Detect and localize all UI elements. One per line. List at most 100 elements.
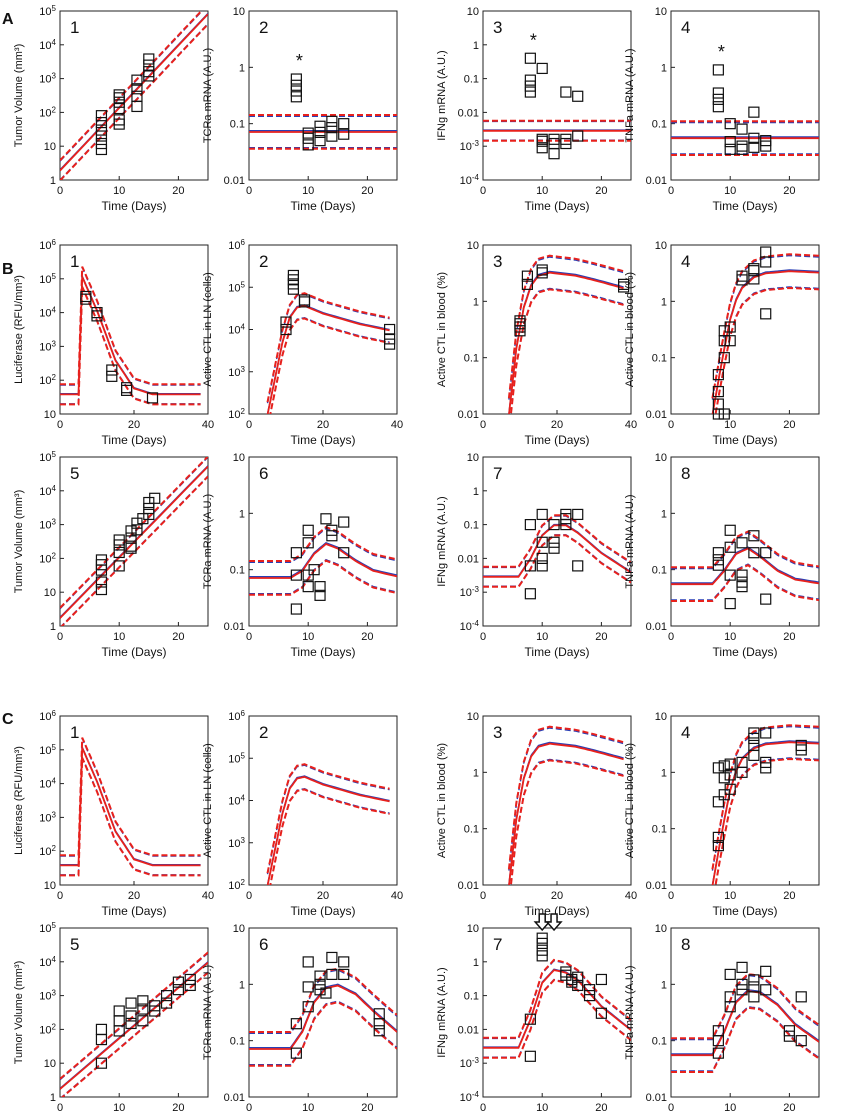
panel-number: 1	[70, 252, 79, 271]
data-point	[338, 118, 350, 130]
upper-bound-line	[249, 525, 397, 562]
data-point	[524, 74, 536, 86]
data-point	[724, 569, 736, 581]
data-point	[95, 110, 108, 122]
y-tick-label: 1	[661, 62, 667, 74]
chart-panel-A4: 0.01 0.1 1 10 0 10 20 Time (Days) TNFa mRNA (A.U…	[624, 6, 820, 213]
x-tick-label: 10	[724, 631, 736, 643]
data-point	[712, 385, 724, 398]
upper-bound-alt	[508, 727, 624, 871]
data-point	[760, 547, 772, 559]
data-point	[290, 85, 302, 97]
y-tick-label: 1	[661, 508, 667, 520]
data-point	[91, 310, 103, 322]
x-tick-label: 40	[391, 890, 403, 902]
y-axis-label: TCRa mRNA (A.U.)	[202, 494, 214, 589]
data-point	[748, 727, 760, 739]
data-point	[125, 525, 137, 537]
y-tick-label: 105	[39, 272, 56, 286]
curve-group	[483, 119, 631, 142]
panel-number: 4	[681, 723, 690, 742]
y-tick-label: 103	[39, 989, 56, 1003]
x-tick-label: 40	[625, 419, 637, 431]
data-point	[748, 141, 760, 153]
x-axis-label: Time (Days)	[713, 645, 778, 659]
lower-bound-line	[269, 788, 390, 885]
curve-group	[711, 724, 819, 885]
chart-panel-A3: 10-4 10-3 0.01 0.1 1 10 0 10 20 Time (Days) IFNg m…	[436, 6, 632, 213]
data-point	[536, 560, 548, 572]
data-point	[724, 597, 736, 610]
data-point	[795, 1035, 807, 1047]
data-point	[308, 564, 320, 576]
data-point	[302, 127, 314, 139]
x-tick-label: 20	[128, 890, 140, 902]
data-point	[760, 140, 772, 152]
data-point	[143, 59, 155, 71]
x-tick-label: 0	[246, 631, 252, 643]
y-tick-label: 1	[473, 767, 479, 779]
y-tick-label: 0.1	[652, 824, 667, 836]
data-point	[548, 518, 560, 531]
data-point	[718, 335, 730, 347]
data-point	[572, 130, 584, 142]
lower-bound-alt	[483, 534, 631, 587]
x-tick-label: 0	[668, 185, 674, 197]
data-point	[314, 126, 326, 138]
panel-number: 6	[259, 935, 268, 954]
panel-number: 5	[70, 464, 79, 483]
fit-line	[266, 775, 390, 885]
upper-bound-line	[266, 292, 390, 403]
x-tick-label: 0	[668, 419, 674, 431]
y-tick-label: 0.1	[464, 74, 479, 86]
data-point	[302, 524, 314, 536]
curve-group	[249, 525, 397, 596]
y-tick-label: 0.01	[224, 1092, 245, 1104]
data-point	[536, 135, 548, 147]
data-point	[172, 976, 184, 988]
data-point	[280, 316, 292, 328]
data-point	[736, 537, 748, 549]
data-point	[338, 956, 350, 968]
plot-frame	[59, 927, 209, 1098]
lower-bound-line	[483, 534, 631, 588]
x-tick-label: 10	[113, 185, 125, 197]
upper-bound-line	[60, 457, 208, 609]
y-tick-label: 0.1	[652, 1036, 667, 1048]
data-point	[120, 384, 133, 396]
x-tick-label: 20	[128, 419, 140, 431]
data-point	[373, 1025, 385, 1037]
section-label: A	[2, 11, 14, 28]
curve-group	[266, 292, 390, 414]
data-point	[131, 83, 143, 95]
fit-line	[266, 304, 390, 414]
y-tick-label: 105	[39, 4, 56, 18]
lower-bound-line	[60, 23, 208, 180]
x-axis-label: Time (Days)	[291, 433, 356, 447]
fit-line-alt	[508, 270, 624, 414]
y-tick-label: 0.1	[652, 353, 667, 365]
panel-number: 7	[493, 464, 502, 483]
y-tick-label: 102	[228, 878, 245, 892]
data-point	[160, 997, 173, 1009]
data-point	[521, 270, 534, 282]
panel-number: 5	[70, 935, 79, 954]
data-point	[143, 508, 155, 521]
x-tick-label: 20	[317, 890, 329, 902]
data-point	[536, 508, 548, 521]
upper-bound-alt	[249, 527, 397, 563]
lower-bound-line	[671, 564, 819, 602]
data-point	[548, 133, 560, 145]
y-axis-label: Luciferase (RFU/mm³)	[13, 275, 25, 384]
plot-frame	[248, 927, 398, 1098]
upper-bound-line	[249, 967, 397, 1033]
plot-frame	[248, 10, 398, 181]
significance-marker: *	[296, 51, 303, 71]
y-axis-label: TNFa mRNA (A.U.)	[624, 494, 636, 588]
x-tick-label: 0	[480, 1102, 486, 1114]
data-point	[302, 956, 314, 968]
